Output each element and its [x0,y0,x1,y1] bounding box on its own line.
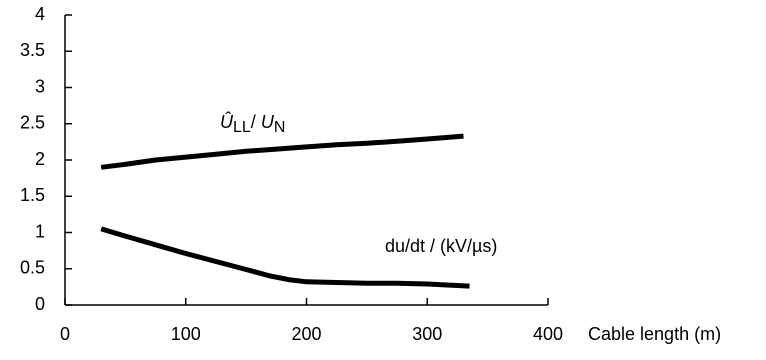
series-1-label-separator: / [251,112,261,132]
x-tick-label: 100 [171,324,201,344]
series-1-label-main-subscript: LL [233,119,251,136]
series-group [100,133,470,289]
y-tick-label: 1 [35,221,45,241]
series-1-label-denom-subscript: N [274,119,286,136]
x-tick-label: 300 [412,324,442,344]
series-2-annotation: du/dt / (kV/µs) [385,236,497,256]
series-2-line [100,226,470,289]
y-tick-label: 4 [35,4,45,24]
y-axis-ticks: 0 0.5 1 1.5 2 2.5 3 3.5 4 [20,4,72,314]
x-tick-label: 200 [291,324,321,344]
y-tick-label: 2 [35,149,45,169]
y-tick-label: 3.5 [20,40,45,60]
series-1-annotation: ÛLL/ UN [220,111,285,136]
y-tick-label: 1.5 [20,185,45,205]
x-tick-label: 400 [533,324,563,344]
series-1-line [100,133,464,170]
x-axis-ticks: 0 100 200 300 400 [60,298,563,344]
x-axis-label: Cable length (m) [588,324,721,344]
x-tick-label: 0 [60,324,70,344]
series-1-label-main-symbol: Û [220,111,234,132]
y-tick-label: 0 [35,294,45,314]
y-tick-label: 2.5 [20,113,45,133]
axes [64,15,548,306]
y-tick-label: 0.5 [20,258,45,278]
series-1-label-denom-symbol: U [261,112,275,132]
y-tick-label: 3 [35,76,45,96]
